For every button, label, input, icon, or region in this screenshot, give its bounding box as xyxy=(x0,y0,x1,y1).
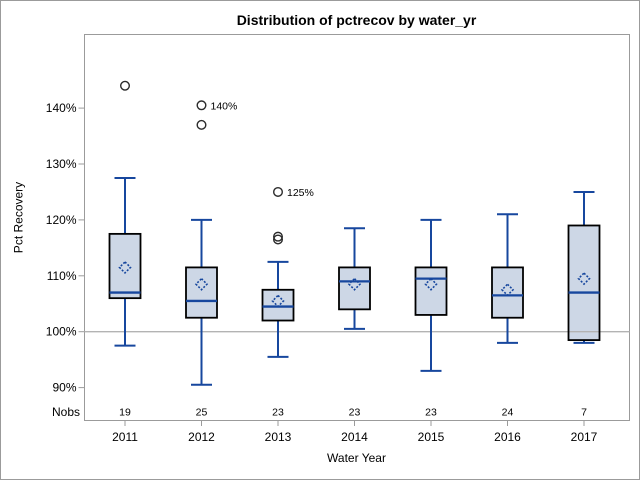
outlier-point xyxy=(196,119,207,130)
mean-marker xyxy=(347,277,362,291)
x-axis-tick-label: 2011 xyxy=(112,430,138,444)
box-outline xyxy=(338,266,371,311)
nobs-row-label: Nobs xyxy=(51,405,80,419)
outlier-label: 125% xyxy=(287,187,314,199)
outlier-point xyxy=(196,100,207,111)
x-axis-tick-label: 2016 xyxy=(494,430,521,444)
box-fill xyxy=(262,289,294,321)
y-axis-tick-label: 100% xyxy=(46,325,77,339)
outlier-point xyxy=(273,231,284,242)
box-fill xyxy=(109,233,141,299)
box-fill xyxy=(568,225,600,341)
box-outline xyxy=(491,266,524,319)
mean-marker xyxy=(577,271,591,286)
box-outline xyxy=(108,232,142,300)
y-axis-tick-label: 110% xyxy=(47,269,77,283)
y-axis-tick-label: 130% xyxy=(46,157,77,171)
x-axis-tick-label: 2015 xyxy=(418,430,445,444)
box-fill xyxy=(492,267,523,318)
outlier-point xyxy=(273,186,284,197)
box-outline xyxy=(185,266,218,319)
box-fill xyxy=(186,267,217,318)
x-axis-tick-label: 2017 xyxy=(571,430,598,444)
y-axis-tick-label: 90% xyxy=(52,381,76,395)
x-axis-tick-label: 2012 xyxy=(188,430,215,444)
box-outline xyxy=(414,266,448,316)
nobs-value: 25 xyxy=(196,407,208,419)
x-axis-title: Water Year xyxy=(327,451,386,465)
nobs-value: 24 xyxy=(502,407,514,419)
box-fill xyxy=(339,267,370,310)
box-outline xyxy=(261,288,295,322)
mean-marker xyxy=(424,277,438,291)
nobs-value: 23 xyxy=(425,407,437,419)
y-axis-tick-label: 140% xyxy=(46,101,77,115)
nobs-value: 23 xyxy=(272,407,284,419)
box-fill xyxy=(415,267,447,315)
y-axis-tick-label: 120% xyxy=(46,213,77,227)
mean-marker xyxy=(118,260,132,275)
x-axis-tick-label: 2013 xyxy=(265,430,292,444)
outlier-point xyxy=(119,80,130,91)
box-outline xyxy=(567,224,601,341)
x-axis-tick-label: 2014 xyxy=(341,430,368,444)
chart-title: Distribution of pctrecov by water_yr xyxy=(236,12,477,28)
mean-marker xyxy=(194,277,209,291)
outlier-label: 140% xyxy=(211,100,238,112)
nobs-value: 23 xyxy=(349,407,361,419)
outlier-point xyxy=(273,234,284,245)
nobs-value: 7 xyxy=(581,407,587,419)
mean-marker xyxy=(271,294,285,308)
mean-marker xyxy=(500,283,515,297)
nobs-value: 19 xyxy=(119,407,131,419)
